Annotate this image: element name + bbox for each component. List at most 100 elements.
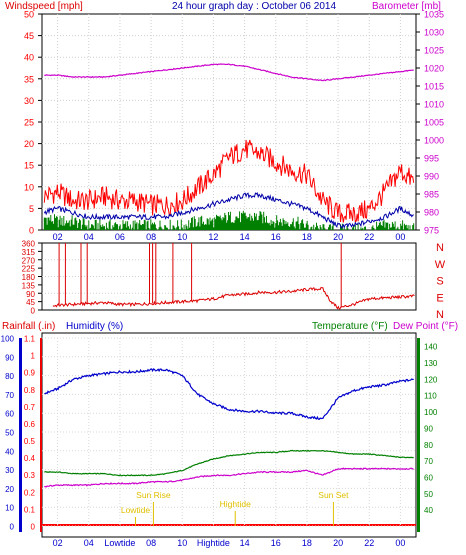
humidity-axis-bar: [19, 338, 22, 532]
wind-x-tick-label: 04: [84, 232, 94, 242]
wind-x-tick-label: 10: [177, 232, 187, 242]
temperature-y-tick-label: 120: [424, 375, 438, 384]
rain-y-tick-label: 0.9: [24, 369, 36, 378]
compass-label: S: [436, 276, 443, 288]
humidity-y-tick-label: 0: [10, 523, 15, 532]
chart-title: 24 hour graph day : October 06 2014: [172, 1, 336, 12]
wind-y-tick-label: 45: [24, 31, 34, 41]
annotation-label: Lowtide: [121, 505, 151, 515]
wind-x-tick-label: 00: [395, 232, 405, 242]
direction-y-tick-label: 90: [26, 290, 35, 299]
humidity-y-tick-label: 60: [5, 410, 14, 419]
direction-y-tick-label: 0: [31, 307, 36, 316]
bottom-x-tick-label: 08: [146, 538, 156, 548]
barometer-y-tick-label: 1030: [424, 28, 444, 38]
temperature-y-tick-label: 140: [424, 343, 438, 352]
humidity-y-tick-label: 20: [5, 485, 14, 494]
direction-y-tick-label: 180: [22, 273, 36, 282]
temperature-y-tick-label: 110: [424, 392, 437, 401]
temperature-y-tick-label: 100: [424, 408, 438, 417]
compass-label: W: [435, 259, 446, 271]
bottom-x-tick-label: Hightide: [197, 538, 230, 548]
barometer-y-tick-label: 980: [424, 208, 439, 218]
bottom-x-tick-label: 18: [302, 538, 312, 548]
rain-y-tick-label: 1: [31, 352, 36, 361]
rain-y-tick-label: 0: [31, 523, 36, 532]
wind-x-tick-label: 12: [208, 232, 218, 242]
bottom-x-tick-label: 20: [333, 538, 343, 548]
humidity-y-tick-label: 90: [5, 353, 14, 362]
wind-x-tick-label: 18: [302, 232, 312, 242]
bottom-x-tick-label: 00: [395, 538, 405, 548]
dewpoint-axis-title: Dew Point (°F): [393, 321, 458, 332]
direction-y-tick-label: 360: [22, 240, 36, 249]
humidity-y-tick-label: 30: [5, 466, 14, 475]
temperature-axis-title: Temperature (°F): [312, 321, 388, 332]
wind-y-tick-label: 40: [24, 53, 34, 63]
rain-y-tick-label: 0.8: [24, 386, 36, 395]
humidity-y-tick-label: 50: [5, 429, 14, 438]
annotation-label: Sun Rise: [136, 490, 171, 500]
wind-x-tick-label: 14: [240, 232, 250, 242]
dewpoint-series: [44, 467, 414, 488]
wind-x-tick-label: 06: [115, 232, 125, 242]
wind-x-tick-label: 22: [364, 232, 374, 242]
temperature-series: [44, 449, 414, 477]
rain-y-tick-label: 0.1: [24, 505, 36, 514]
barometer-axis-title: Barometer [mb]: [372, 1, 441, 12]
barometer-y-tick-label: 1020: [424, 64, 444, 74]
direction-y-tick-label: 315: [22, 248, 36, 257]
wind-y-tick-label: 0: [29, 226, 34, 236]
wind-max-series: [43, 139, 415, 223]
rain-y-tick-label: 0.5: [24, 437, 36, 446]
rain-y-tick-label: 0.6: [24, 420, 36, 429]
compass-label: N: [436, 242, 444, 254]
temperature-y-tick-label: 60: [424, 473, 433, 482]
temperature-y-tick-label: 90: [424, 424, 433, 433]
wind-y-tick-label: 30: [24, 96, 34, 106]
bottom-x-tick-label: 14: [240, 538, 250, 548]
barometer-y-tick-label: 990: [424, 172, 439, 182]
direction-y-tick-label: 225: [22, 265, 36, 274]
humidity-y-tick-label: 10: [5, 504, 14, 513]
barometer-y-tick-label: 1005: [424, 118, 444, 128]
wind-y-tick-label: 50: [24, 10, 34, 20]
direction-y-tick-label: 135: [22, 281, 36, 290]
humidity-y-tick-label: 80: [5, 372, 14, 381]
direction-series: [52, 286, 415, 310]
wind-x-tick-label: 08: [146, 232, 156, 242]
wind-x-tick-label: 02: [53, 232, 63, 242]
direction-y-tick-label: 45: [26, 298, 35, 307]
rain-y-tick-label: 1.1: [24, 335, 36, 344]
wind-y-tick-label: 15: [24, 161, 34, 171]
wind-x-tick-label: 20: [333, 232, 343, 242]
wind-y-tick-label: 5: [29, 204, 34, 214]
rain-y-tick-label: 0.7: [24, 403, 36, 412]
wind-min-series: [43, 210, 415, 230]
barometer-y-tick-label: 975: [424, 226, 439, 236]
barometer-y-tick-label: 985: [424, 190, 439, 200]
wind-x-tick-label: 16: [271, 232, 281, 242]
humidity-axis-title: Humidity (%): [66, 321, 123, 332]
barometer-y-tick-label: 1025: [424, 46, 444, 56]
bottom-x-tick-label: 02: [53, 538, 63, 548]
wind-y-tick-label: 25: [24, 118, 34, 128]
wind-y-tick-label: 10: [24, 182, 34, 192]
annotation-label: Sun Set: [318, 490, 349, 500]
barometer-y-tick-label: 1035: [424, 10, 444, 20]
bottom-x-tick-label: 04: [84, 538, 94, 548]
humidity-y-tick-label: 40: [5, 447, 14, 456]
barometer-y-tick-label: 1015: [424, 82, 444, 92]
temperature-y-tick-label: 130: [424, 359, 438, 368]
bottom-x-tick-label: 10: [177, 538, 187, 548]
temperature-axis-bar: [417, 338, 420, 532]
barometer-series: [44, 63, 414, 82]
temperature-y-tick-label: 50: [424, 490, 433, 499]
rain-y-tick-label: 0.3: [24, 471, 36, 480]
bottom-x-tick-label: 22: [364, 538, 374, 548]
wind-axis-title: Windspeed [mph]: [5, 1, 83, 12]
rain-y-tick-label: 0.4: [24, 454, 36, 463]
barometer-y-tick-label: 995: [424, 154, 439, 164]
bottom-x-tick-label: 16: [271, 538, 281, 548]
